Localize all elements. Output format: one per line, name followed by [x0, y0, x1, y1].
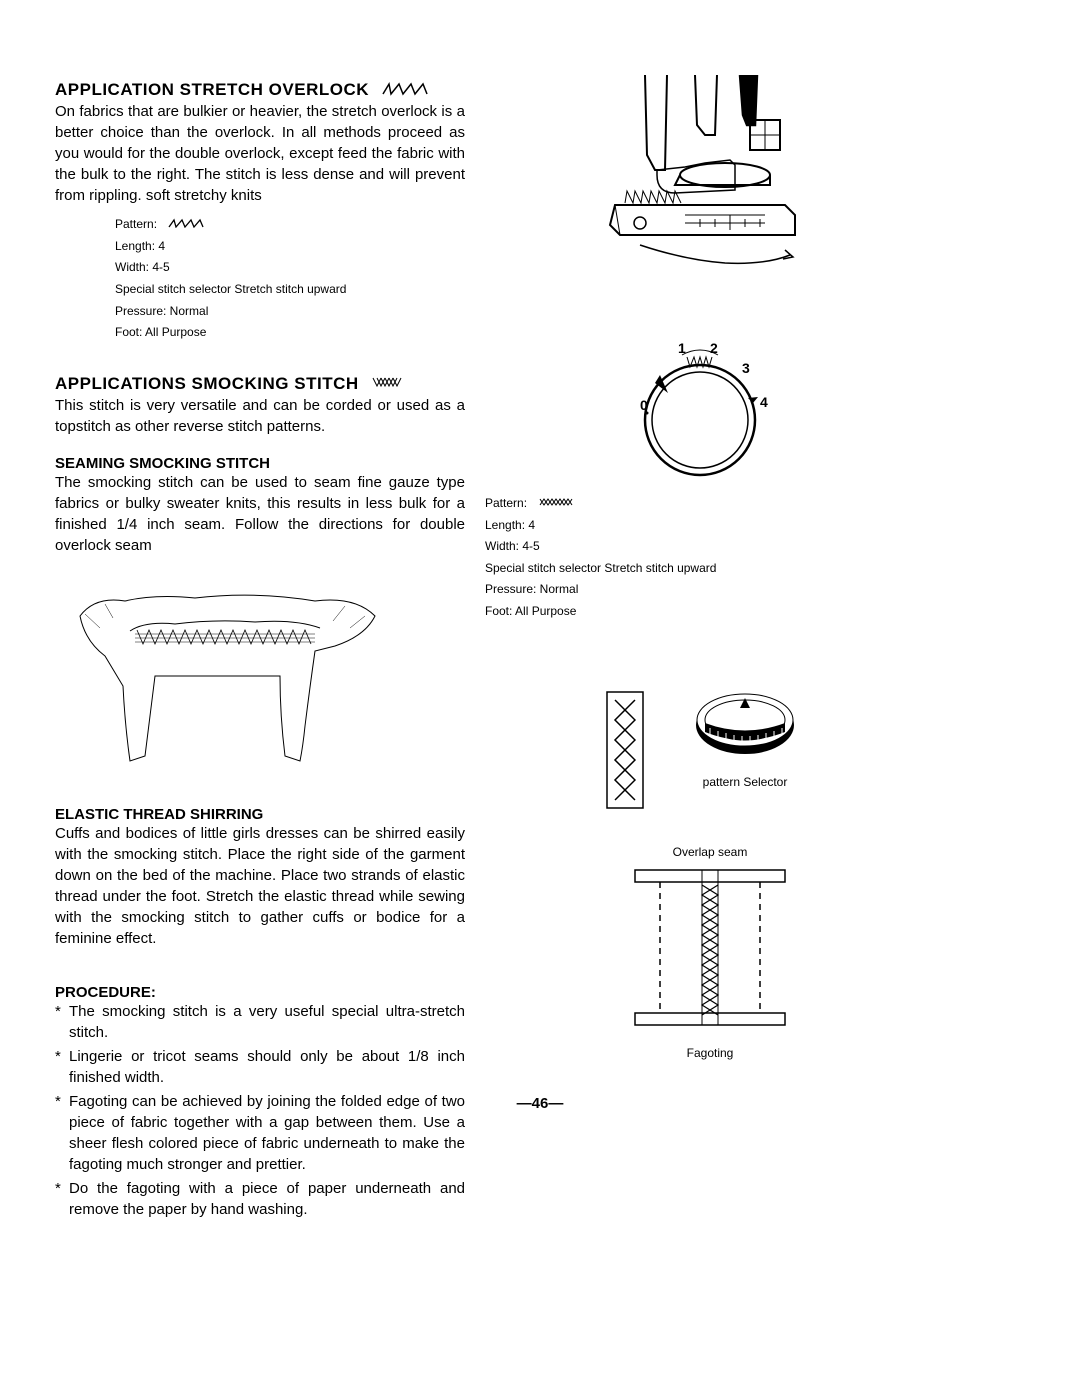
stitch-dial-illustration: 0 1 2 3 4: [620, 335, 780, 490]
heading-stretch-overlock: APPLICATION STRETCH OVERLOCK: [55, 80, 369, 100]
setting-width: Width: 4-5: [115, 257, 465, 279]
setting-pattern-label: Pattern:: [485, 496, 527, 510]
procedure-item: *Lingerie or tricot seams should only be…: [55, 1046, 465, 1088]
pattern-selector-illustration: pattern Selector: [690, 690, 800, 789]
setting-foot: Foot: All Purpose: [115, 322, 465, 344]
dial-label-4: 4: [760, 394, 768, 410]
setting-pattern-label: Pattern:: [115, 217, 157, 231]
settings-smocking: Pattern: Length: 4 Width: 4-5 Special st…: [485, 485, 716, 623]
presser-foot-illustration: [585, 75, 805, 290]
dial-label-0: 0: [640, 397, 648, 413]
section-smocking: APPLICATIONS SMOCKING STITCH This stitch…: [55, 374, 465, 556]
procedure-item: *The smocking stitch is a very useful sp…: [55, 1001, 465, 1043]
setting-length: Length: 4: [115, 236, 465, 258]
setting-pressure: Pressure: Normal: [115, 301, 465, 323]
smocking-stitch-icon: [371, 374, 403, 395]
setting-width: Width: 4-5: [485, 536, 716, 558]
overlock-pattern-icon: [168, 214, 204, 236]
heading-procedure: PROCEDURE:: [55, 984, 465, 1001]
procedure-item: *Do the fagoting with a piece of paper u…: [55, 1178, 465, 1220]
body-elastic-shirring: Cuffs and bodices of little girls dresse…: [55, 823, 465, 949]
overlock-stitch-icon: [381, 80, 429, 101]
body-stretch-overlock: On fabrics that are bulkier or heavier, …: [55, 101, 465, 206]
heading-smocking: APPLICATIONS SMOCKING STITCH: [55, 374, 359, 394]
sleeve-illustration: [55, 586, 465, 766]
body-smocking: This stitch is very versatile and can be…: [55, 395, 465, 437]
setting-pressure: Pressure: Normal: [485, 579, 716, 601]
overlap-seam-label: Overlap seam: [630, 845, 790, 859]
setting-special: Special stitch selector Stretch stitch u…: [485, 558, 716, 580]
heading-elastic-shirring: ELASTIC THREAD SHIRRING: [55, 806, 465, 823]
smocking-pattern-icon: [538, 493, 574, 515]
pattern-selector-label: pattern Selector: [690, 775, 800, 789]
pattern-card-illustration: [595, 690, 655, 815]
dial-label-2: 2: [710, 340, 718, 356]
subheading-seaming-smocking: SEAMING SMOCKING STITCH: [55, 455, 465, 472]
settings-stretch-overlock: Pattern: Length: 4 Width: 4-5 Special st…: [115, 214, 465, 344]
dial-label-3: 3: [742, 360, 750, 376]
setting-special: Special stitch selector Stretch stitch u…: [115, 279, 465, 301]
setting-foot: Foot: All Purpose: [485, 601, 716, 623]
body-seaming-smocking: The smocking stitch can be used to seam …: [55, 472, 465, 556]
section-elastic-shirring: ELASTIC THREAD SHIRRING Cuffs and bodice…: [55, 806, 465, 949]
setting-length: Length: 4: [485, 515, 716, 537]
fagoting-illustration: Overlap seam Fagoting: [630, 845, 790, 1060]
fagoting-label: Fagoting: [630, 1046, 790, 1060]
page-number: —46—: [0, 1095, 1080, 1112]
section-stretch-overlock: APPLICATION STRETCH OVERLOCK On fabrics …: [55, 80, 465, 344]
